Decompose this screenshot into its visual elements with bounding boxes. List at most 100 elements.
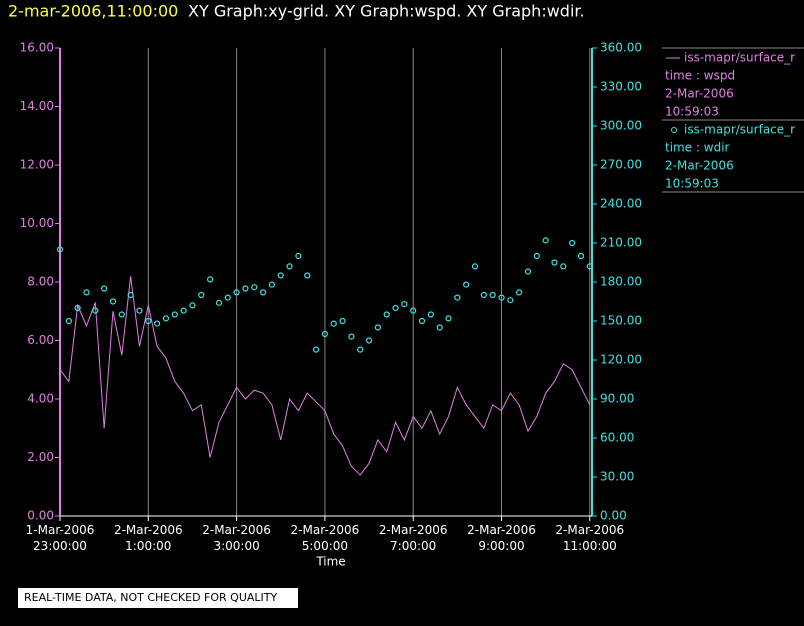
x-tick-label-line: 2-Mar-2006 bbox=[291, 523, 360, 537]
wdir-marker bbox=[180, 307, 187, 314]
x-tick-label-line: 2-Mar-2006 bbox=[202, 523, 271, 537]
x-tick-label: 2-Mar-2006 11:00:00 bbox=[555, 523, 624, 553]
x-tick-label-line: 23:00:00 bbox=[33, 539, 87, 553]
wdir-marker bbox=[295, 252, 302, 260]
legend-time: 10:59:03 bbox=[665, 177, 719, 191]
x-tick-label-line: 2-Mar-2006 bbox=[114, 523, 183, 537]
x-tick-label-line: 3:00:00 bbox=[213, 539, 259, 553]
y2-tick-label: 150.00 bbox=[600, 314, 642, 328]
x-tick-label-line: 1-Mar-2006 bbox=[26, 523, 95, 537]
wdir-marker bbox=[392, 304, 399, 312]
wdir-marker bbox=[65, 317, 72, 325]
x-axis-label: Time bbox=[315, 555, 345, 569]
wdir-marker bbox=[56, 246, 64, 253]
wdir-marker bbox=[365, 337, 373, 344]
y2-tick-label: 180.00 bbox=[600, 275, 642, 289]
wdir-marker bbox=[330, 320, 337, 327]
x-tick-label-line: 11:00:00 bbox=[563, 539, 617, 553]
legend-date: 2-Mar-2006 bbox=[665, 87, 734, 101]
y2-tick-label: 30.00 bbox=[600, 470, 634, 484]
y-tick-label: 16.00 bbox=[20, 41, 54, 55]
y-tick-label: 8.00 bbox=[27, 275, 54, 289]
wdir-marker bbox=[224, 294, 231, 301]
wdir-marker bbox=[374, 324, 381, 331]
y-tick-label: 12.00 bbox=[20, 158, 54, 172]
wdir-marker bbox=[215, 299, 223, 306]
y2-tick-label: 330.00 bbox=[600, 80, 642, 94]
wdir-marker bbox=[560, 263, 567, 270]
wdir-marker bbox=[127, 291, 134, 299]
wdir-marker bbox=[154, 320, 161, 327]
y2-tick-label: 270.00 bbox=[600, 158, 642, 172]
x-tick-label: 2-Mar-2006 9:00:00 bbox=[467, 523, 536, 553]
x-tick-label-line: 9:00:00 bbox=[478, 539, 524, 553]
wdir-marker bbox=[401, 301, 408, 308]
wdir-marker bbox=[136, 307, 143, 314]
legend-name: iss-mapr/surface_r bbox=[684, 51, 795, 65]
wdir-marker bbox=[586, 263, 593, 270]
wdir-marker bbox=[118, 311, 125, 318]
wdir-marker bbox=[569, 239, 576, 247]
wdir-marker bbox=[251, 284, 258, 291]
legend-time: 10:59:03 bbox=[665, 105, 719, 119]
wdir-marker bbox=[277, 272, 284, 279]
y2-tick-label: 0.00 bbox=[600, 509, 627, 523]
x-tick-label: 2-Mar-2006 3:00:00 bbox=[202, 523, 271, 553]
wdir-marker bbox=[348, 333, 355, 340]
x-tick-label-line: 5:00:00 bbox=[302, 539, 348, 553]
wdir-marker bbox=[339, 317, 346, 325]
x-tick-label: 2-Mar-2006 5:00:00 bbox=[291, 523, 360, 553]
wdir-marker bbox=[189, 302, 196, 309]
wdir-marker bbox=[383, 311, 390, 318]
legend-swatch bbox=[671, 127, 677, 133]
wdir-marker bbox=[171, 311, 178, 318]
legend-label: time : wdir bbox=[665, 141, 730, 155]
wdir-marker bbox=[162, 315, 170, 322]
legend-label: time : wspd bbox=[665, 69, 735, 83]
wdir-marker bbox=[427, 311, 434, 318]
y2-tick-label: 60.00 bbox=[600, 431, 634, 445]
footnote: REAL-TIME DATA, NOT CHECKED FOR QUALITY bbox=[24, 591, 278, 604]
wdir-marker bbox=[304, 272, 311, 279]
wspd-line bbox=[59, 276, 591, 476]
wdir-marker bbox=[207, 276, 214, 283]
wdir-marker bbox=[74, 304, 81, 312]
wdir-marker bbox=[533, 252, 540, 260]
wdir-marker bbox=[463, 281, 470, 288]
x-tick-label-line: 1:00:00 bbox=[125, 539, 171, 553]
wdir-marker bbox=[542, 237, 549, 244]
y2-tick-label: 240.00 bbox=[600, 197, 642, 211]
wdir-marker bbox=[198, 291, 205, 299]
wdir-marker bbox=[551, 259, 558, 266]
wdir-marker bbox=[101, 285, 108, 292]
y2-tick-label: 120.00 bbox=[600, 353, 642, 367]
y2-tick-label: 360.00 bbox=[600, 41, 642, 55]
wdir-marker bbox=[83, 289, 90, 296]
wdir-marker bbox=[259, 289, 267, 296]
wdir-marker bbox=[233, 289, 240, 296]
wdir-marker bbox=[471, 263, 479, 270]
y-tick-label: 14.00 bbox=[20, 99, 54, 113]
chart-title: XY Graph:xy-grid. XY Graph:wspd. XY Grap… bbox=[188, 2, 585, 21]
wdir-marker bbox=[480, 291, 487, 299]
x-tick-label-line: 7:00:00 bbox=[390, 539, 436, 553]
y-tick-label: 6.00 bbox=[27, 333, 54, 347]
footnote-box bbox=[18, 588, 298, 608]
y-tick-label: 0.00 bbox=[27, 509, 54, 523]
wdir-marker bbox=[268, 281, 276, 288]
wdir-marker bbox=[445, 315, 452, 322]
wdir-marker bbox=[454, 294, 461, 301]
wdir-marker bbox=[498, 294, 505, 301]
legend-name: iss-mapr/surface_r bbox=[684, 123, 795, 137]
wdir-marker bbox=[577, 252, 585, 260]
x-tick-label-line: 2-Mar-2006 bbox=[379, 523, 448, 537]
wdir-marker bbox=[524, 268, 532, 275]
y2-tick-label: 90.00 bbox=[600, 392, 634, 406]
wdir-marker bbox=[516, 289, 523, 296]
wdir-marker bbox=[109, 298, 117, 305]
wdir-marker bbox=[312, 346, 320, 353]
wdir-marker bbox=[357, 346, 364, 353]
y-tick-label: 4.00 bbox=[27, 392, 54, 406]
